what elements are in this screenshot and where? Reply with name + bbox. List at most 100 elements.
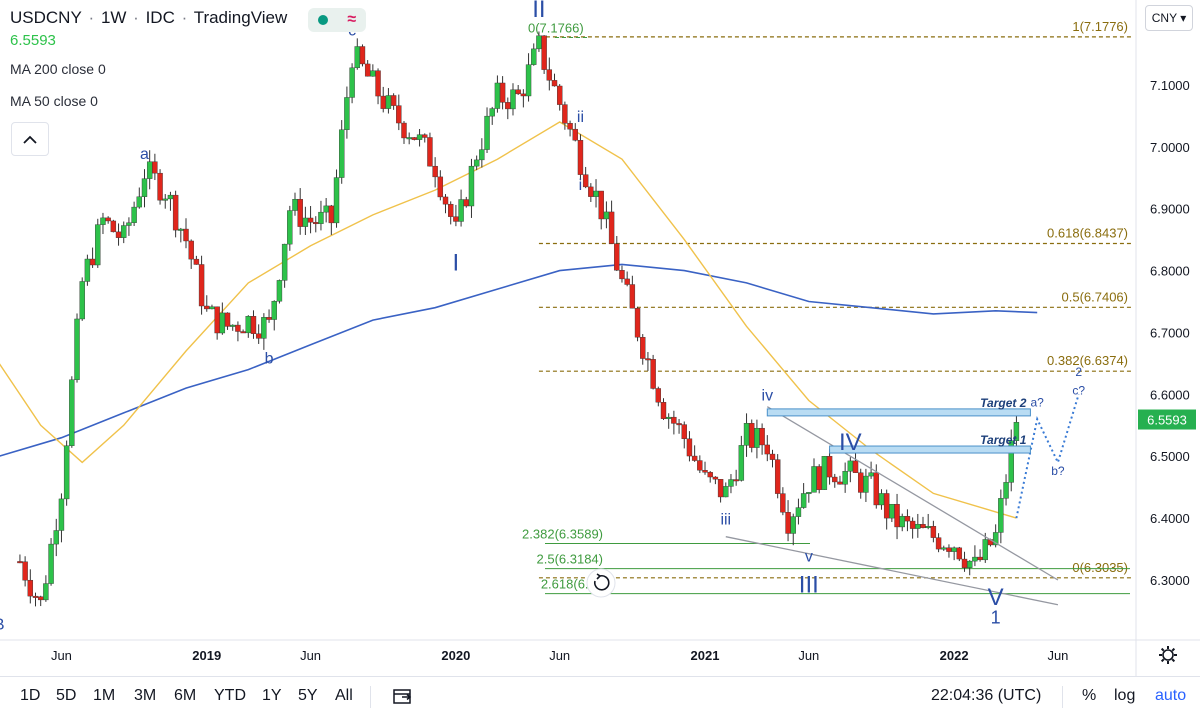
chevron-up-icon (23, 135, 37, 144)
candle-body (84, 258, 91, 282)
indicator-ma50[interactable]: MA 50 close 0 (10, 93, 98, 109)
wave-label: a? (1031, 396, 1045, 410)
candle-body (453, 216, 459, 222)
x-tick-label: Jun (1047, 648, 1068, 663)
candle-body (785, 512, 791, 534)
timeframe-1m[interactable]: 1M (93, 687, 116, 704)
candle-body (624, 278, 630, 285)
candle-body (1008, 440, 1014, 483)
timeframe-ytd[interactable]: YTD (214, 687, 246, 704)
candle-body (676, 423, 682, 426)
candle-body (749, 423, 755, 448)
percent-toggle[interactable]: % (1082, 687, 1097, 704)
ma200-line (0, 263, 1038, 457)
candle-body (162, 198, 168, 201)
y-tick-label: 6.7000 (1150, 325, 1190, 340)
timeframe-all[interactable]: All (335, 687, 353, 704)
candle-body (287, 210, 293, 245)
candle-body (546, 69, 553, 81)
timeframe-1y[interactable]: 1Y (262, 687, 282, 704)
candlesticks (17, 31, 1020, 607)
candle-body (198, 264, 205, 307)
wave-label: IV (839, 429, 862, 456)
candle-body (707, 472, 713, 478)
status-dot-icon (317, 15, 328, 25)
candle-body (32, 595, 39, 598)
wave-label: III (799, 571, 819, 598)
candle-body (489, 108, 495, 117)
currency-button[interactable]: CNY ▾ (1145, 5, 1193, 31)
wave-label: iv (762, 388, 774, 405)
candle-body (121, 225, 127, 238)
candle-body (769, 453, 776, 460)
timeframe-5d[interactable]: 5D (56, 687, 77, 704)
candle-body (74, 318, 80, 380)
auto-toggle[interactable]: auto (1155, 687, 1187, 704)
candle-body (240, 331, 246, 334)
timeframe-3m[interactable]: 3M (134, 687, 157, 704)
legend-symbol: USDCNY (10, 8, 82, 27)
wave-icon: ≈ (347, 11, 357, 28)
indicator-ma200[interactable]: MA 200 close 0 (10, 61, 106, 77)
candle-body (193, 258, 200, 265)
candle-body (411, 137, 418, 140)
candle-body (941, 547, 947, 550)
candle-body (551, 80, 558, 87)
fibonacci-levels: 1(7.1776) 0.618(6.8437) 0.5(6.7406) 0.382(6… (522, 19, 1132, 595)
candle-body (110, 220, 117, 233)
candle-body (764, 444, 770, 455)
candle-body (204, 305, 210, 310)
y-tick-label: 7.0000 (1150, 140, 1190, 155)
clock[interactable]: 22:04:36 (UTC) (931, 687, 1042, 704)
candle-body (832, 476, 838, 483)
candle-body (582, 174, 589, 188)
candle-body (811, 466, 817, 493)
timeframe-5y[interactable]: 5Y (298, 687, 318, 704)
x-tick-label: Jun (51, 648, 72, 663)
log-toggle[interactable]: log (1114, 687, 1136, 704)
reset-chart-icon[interactable] (586, 568, 616, 598)
candle-body (998, 498, 1004, 533)
candle-body (344, 97, 350, 130)
candle-body (69, 379, 75, 446)
projection-path (1015, 394, 1080, 519)
candle-body (313, 222, 319, 225)
candle-body (577, 140, 584, 175)
y-tick-label: 6.6000 (1150, 387, 1190, 402)
candle-body (795, 507, 802, 517)
date-range-icon[interactable] (392, 686, 414, 711)
candle-body (63, 445, 70, 500)
candle-body (826, 456, 833, 478)
candle-body (297, 198, 303, 227)
candle-body (43, 583, 49, 601)
collapse-legend-button[interactable] (11, 122, 49, 156)
candle-body (992, 532, 999, 546)
candle-body (37, 596, 44, 601)
timeframe-1d[interactable]: 1D (20, 687, 41, 704)
candle-body (686, 438, 693, 457)
candle-body (510, 89, 516, 110)
timeframe-6m[interactable]: 6M (174, 687, 197, 704)
candle-body (531, 48, 537, 65)
candle-body (733, 479, 739, 482)
legend-last-price: 6.5593 (10, 32, 56, 49)
candle-body (370, 70, 376, 77)
candle-body (494, 82, 501, 109)
candle-body (359, 46, 366, 65)
candle-body (852, 460, 859, 473)
fib-ext-label: 2.5(6.3184) (537, 552, 604, 567)
candle-body (328, 205, 335, 224)
wave-label: i (579, 177, 583, 194)
candle-body (904, 516, 911, 522)
y-tick-label: 6.3000 (1150, 573, 1190, 588)
x-tick-label: 2020 (441, 648, 470, 663)
price-chart[interactable]: 1(7.1776) 0.618(6.8437) 0.5(6.7406) 0.382(6… (0, 0, 1200, 676)
candle-body (671, 416, 677, 424)
candle-body (894, 503, 900, 528)
fib-label: 0.382(6.6374) (1047, 353, 1128, 368)
candle-body (842, 471, 848, 485)
target-label: Target 1 (980, 433, 1027, 447)
wave-label: II (532, 0, 545, 23)
chart-grid (0, 0, 1200, 640)
status-badges[interactable]: ≈ (308, 8, 366, 32)
